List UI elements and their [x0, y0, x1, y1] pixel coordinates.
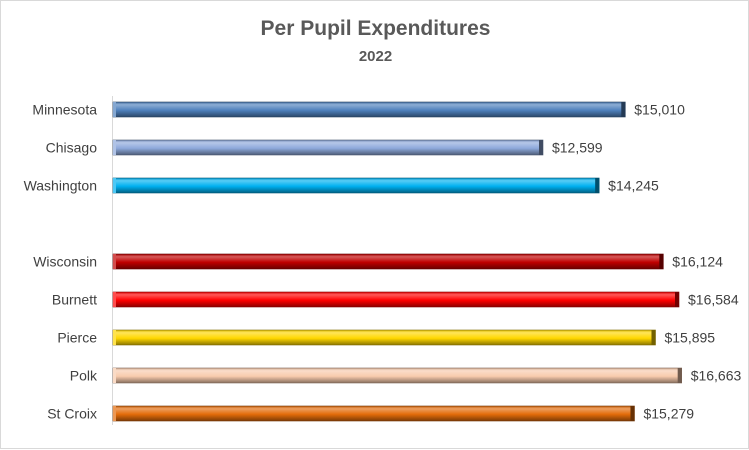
- value-label-st-croix: $15,279: [643, 406, 694, 422]
- chart-subtitle: 2022: [358, 48, 393, 65]
- value-label-wisconsin: $16,124: [672, 254, 723, 270]
- value-label-washington: $14,245: [608, 178, 659, 194]
- value-label-burnett: $16,584: [688, 292, 739, 308]
- category-label-st-croix: St Croix: [47, 406, 97, 422]
- bar-bevel-end-minnesota: [621, 102, 626, 117]
- bar-chisago: [112, 139, 544, 156]
- bar-bevel-end-polk: [677, 368, 682, 383]
- bar-bevel-start-polk: [113, 368, 116, 383]
- value-label-pierce: $15,895: [664, 330, 715, 346]
- bar-bevel-start-pierce: [113, 330, 116, 345]
- category-label-burnett: Burnett: [52, 292, 97, 308]
- category-label-washington: Washington: [24, 178, 97, 194]
- bar-bevel-end-pierce: [651, 330, 656, 345]
- category-label-minnesota: Minnesota: [32, 102, 97, 118]
- value-label-chisago: $12,599: [552, 140, 603, 156]
- bar-bevel-end-washington: [595, 178, 600, 193]
- bar-bevel-start-wisconsin: [113, 254, 116, 269]
- bar-wisconsin: [112, 253, 664, 270]
- bar-pierce: [112, 329, 656, 346]
- category-label-chisago: Chisago: [46, 140, 98, 156]
- bar-polk: [112, 367, 682, 384]
- value-label-polk: $16,663: [691, 368, 742, 384]
- bar-bevel-start-minnesota: [113, 102, 116, 117]
- chart-title: Per Pupil Expenditures: [260, 17, 491, 40]
- bar-minnesota: [112, 101, 626, 118]
- bar-bevel-end-burnett: [675, 292, 679, 307]
- bar-bevel-end-st-croix: [630, 406, 635, 421]
- bar-bevel-start-chisago: [113, 140, 116, 155]
- bar-bevel-start-st-croix: [113, 406, 116, 421]
- value-label-minnesota: $15,010: [634, 102, 685, 118]
- bar-washington: [112, 177, 600, 194]
- bar-bevel-start-burnett: [113, 292, 116, 307]
- category-label-wisconsin: Wisconsin: [33, 254, 97, 270]
- bar-bevel-end-chisago: [538, 140, 543, 155]
- category-label-pierce: Pierce: [57, 330, 97, 346]
- bar-burnett: [112, 291, 680, 308]
- category-label-polk: Polk: [70, 368, 98, 384]
- bar-bevel-start-washington: [113, 178, 116, 193]
- bar-st-croix: [112, 405, 635, 422]
- bar-bevel-end-wisconsin: [659, 254, 664, 269]
